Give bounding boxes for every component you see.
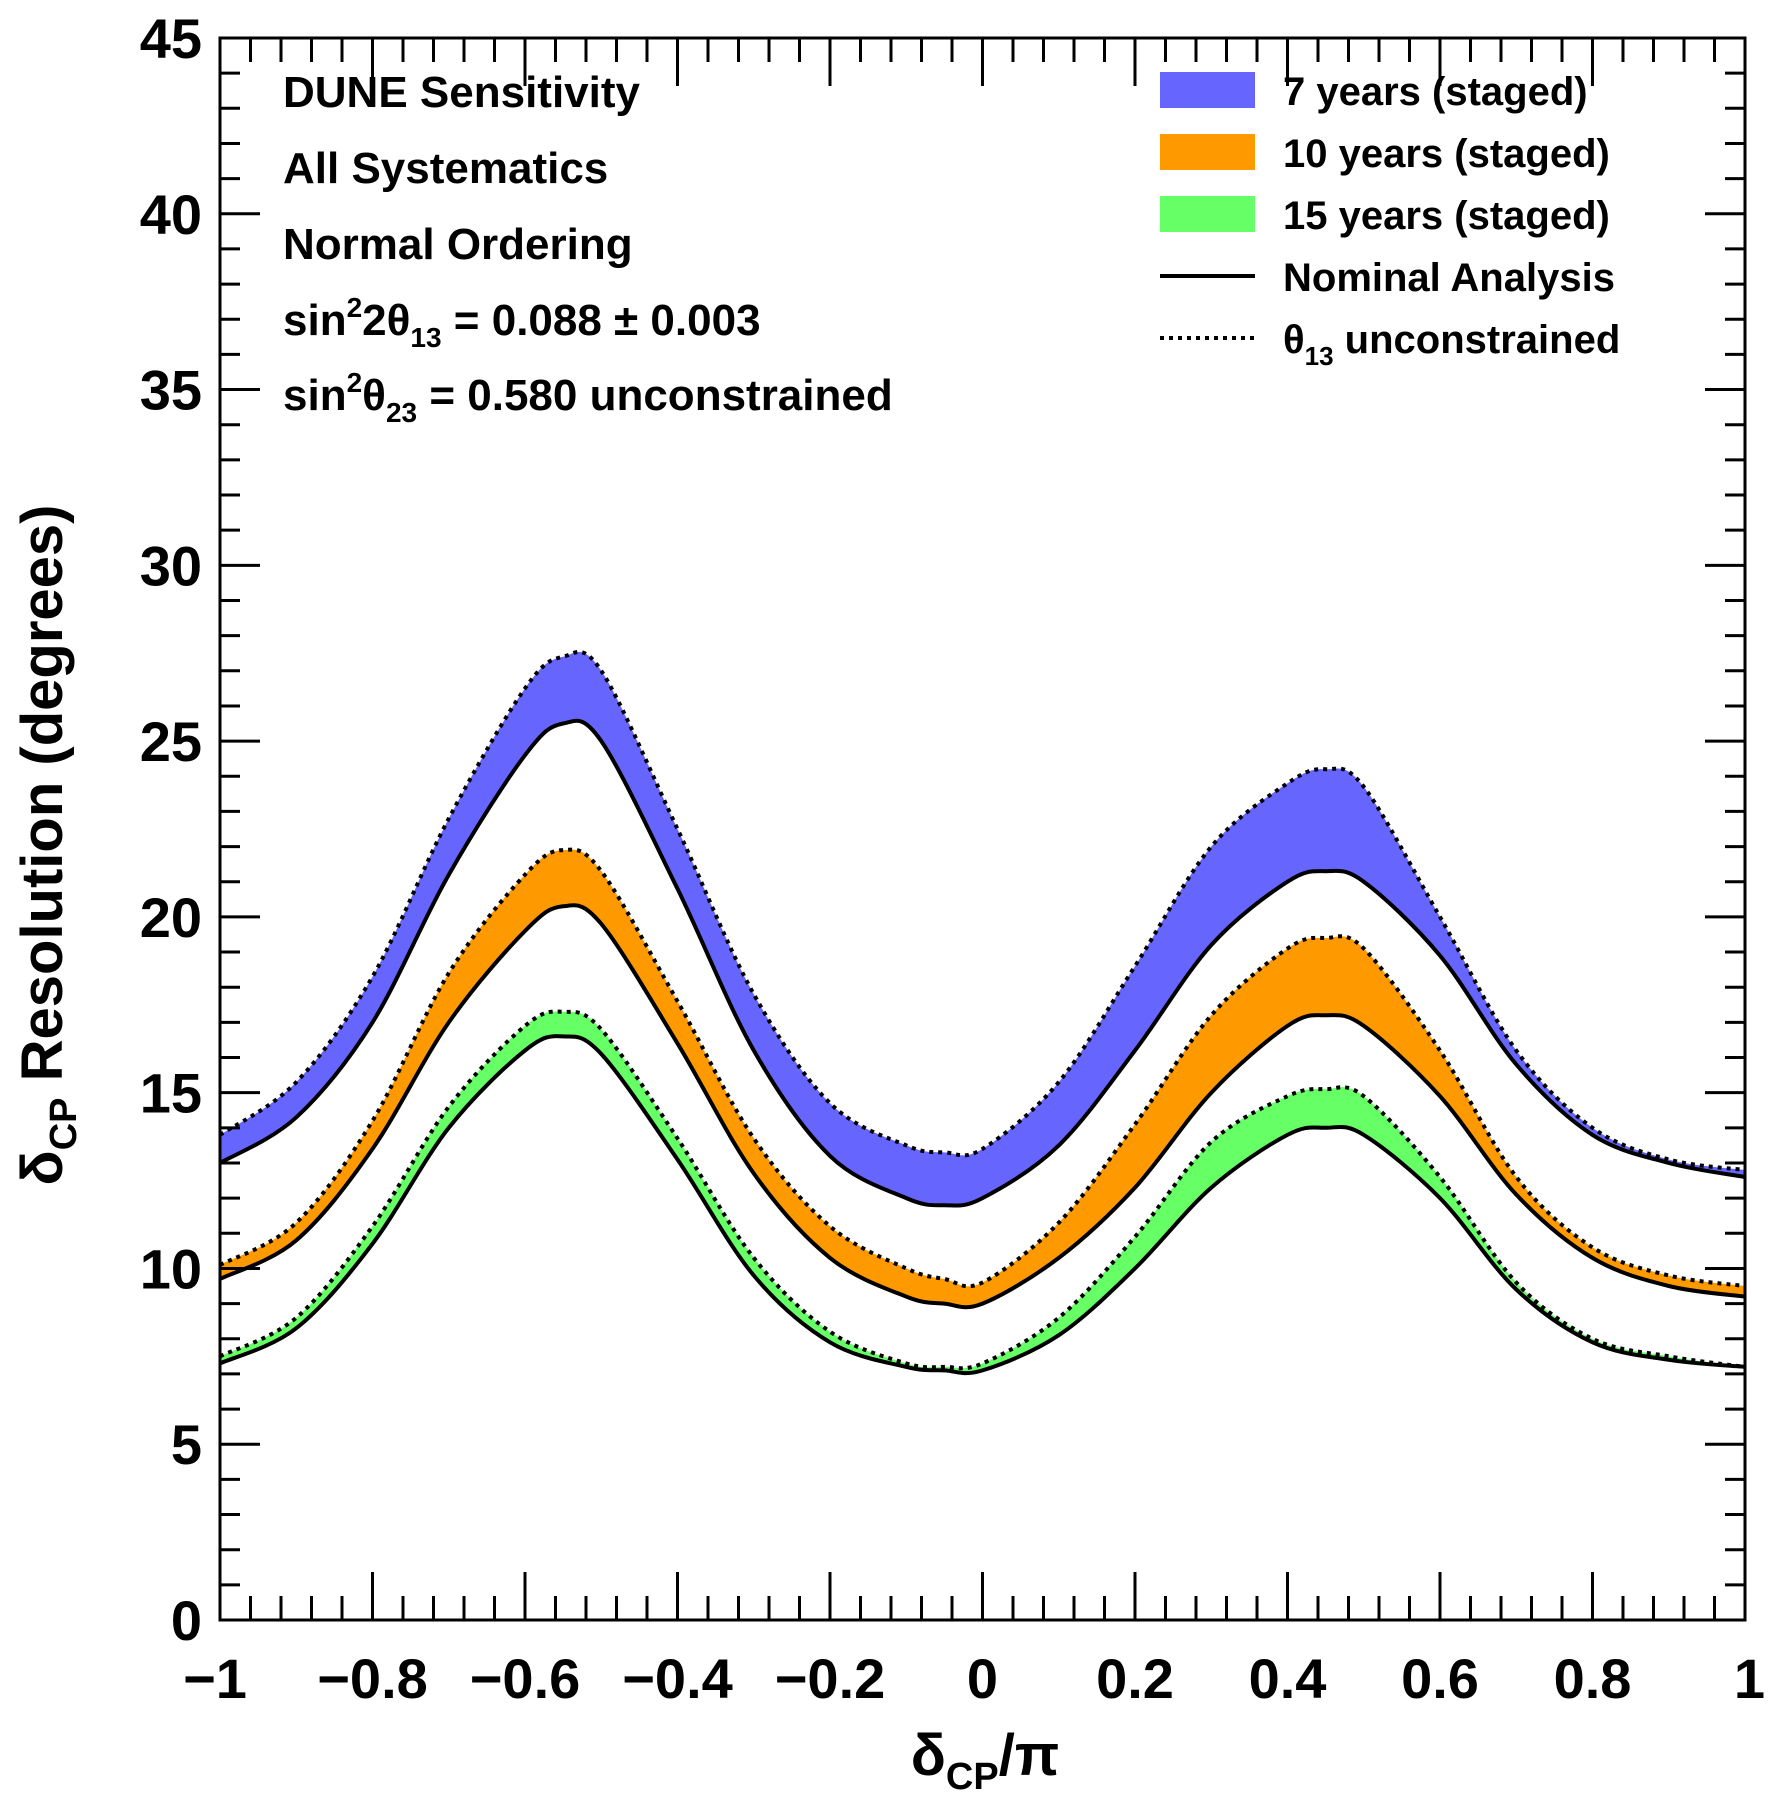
y-axis-title-main: δ — [10, 1150, 75, 1185]
annotation-ordering: Normal Ordering — [283, 220, 633, 269]
y-tick-label: 30 — [140, 534, 202, 597]
annotation-theta23: sin2θ23 = 0.580 unconstrained — [283, 367, 893, 428]
legend-theta-tail: unconstrained — [1334, 318, 1621, 362]
unconstrained-curve-15yr — [219, 1009, 1746, 1371]
y-tick-label: 0 — [171, 1589, 202, 1652]
y-axis-title: δCP Resolution (degrees) — [10, 505, 85, 1186]
annotation-title: DUNE Sensitivity — [283, 68, 641, 117]
x-tick-label: 0.8 — [1554, 1647, 1632, 1710]
x-tick-label: 0.6 — [1401, 1647, 1479, 1710]
legend-label-unconstrained: θ13 unconstrained — [1283, 318, 1620, 371]
unconstrained-curve-10yr — [219, 847, 1746, 1289]
y-tick-label: 40 — [140, 183, 202, 246]
y-tick-label: 5 — [171, 1413, 202, 1476]
annotation-theta23-prefix: sin — [283, 371, 347, 420]
band-15yr — [220, 1011, 1745, 1374]
y-tick-label: 15 — [140, 1062, 202, 1125]
legend-label-nominal: Nominal Analysis — [1283, 256, 1615, 300]
x-tick-label: 1 — [1734, 1647, 1765, 1710]
x-tick-label: −1 — [183, 1647, 247, 1710]
annotation-theta23-sup: 2 — [347, 367, 363, 398]
annotation-theta13-mid: 2θ — [362, 296, 410, 345]
y-axis-title-sub: CP — [43, 1098, 85, 1151]
annotation-theta13-prefix: sin — [283, 296, 347, 345]
annotation-systematics: All Systematics — [283, 144, 608, 193]
legend: 7 years (staged) 10 years (staged) 15 ye… — [1160, 70, 1620, 371]
axis-ticks — [218, 36, 1747, 1622]
x-axis-title-sub: CP — [946, 1756, 999, 1797]
curves-layer — [218, 649, 1746, 1376]
band-10yr — [220, 849, 1745, 1308]
nominal-curve-15yr — [219, 1034, 1746, 1376]
x-axis-title-main: δ — [911, 1723, 946, 1788]
x-tick-label: −0.8 — [317, 1647, 428, 1710]
legend-swatch-10yr — [1160, 134, 1255, 170]
legend-label-10yr: 10 years (staged) — [1283, 132, 1610, 176]
x-tick-label: 0.4 — [1249, 1647, 1327, 1710]
legend-label-15yr: 15 years (staged) — [1283, 194, 1610, 238]
x-tick-label: −0.4 — [622, 1647, 733, 1710]
band-7yr — [220, 651, 1745, 1206]
axis-tick-labels: 0 5 10 15 20 25 30 35 40 45 −1 −0.8 −0.6 −0.4 −0.2 0 0.2… — [140, 7, 1765, 1710]
legend-label-7yr: 7 years (staged) — [1283, 70, 1588, 114]
annotation-theta13: sin22θ13 = 0.088 ± 0.003 — [283, 292, 761, 353]
annotation-theta13-value: = 0.088 ± 0.003 — [442, 296, 761, 345]
x-tick-label: −0.6 — [470, 1647, 581, 1710]
x-tick-label: 0 — [967, 1647, 998, 1710]
y-axis-title-tail: Resolution (degrees) — [10, 505, 75, 1098]
x-tick-label: −0.2 — [775, 1647, 886, 1710]
unconstrained-curve-7yr — [218, 649, 1746, 1172]
legend-swatch-15yr — [1160, 196, 1255, 232]
legend-theta-sub: 13 — [1305, 341, 1334, 371]
annotation-block: DUNE Sensitivity All Systematics Normal … — [283, 68, 893, 428]
annotation-theta23-sub: 23 — [386, 397, 417, 428]
y-tick-label: 45 — [140, 7, 202, 70]
y-tick-label: 10 — [140, 1237, 202, 1300]
annotation-theta13-sup: 2 — [347, 292, 363, 323]
x-axis-title-tail: /π — [999, 1723, 1060, 1788]
annotation-theta13-sub: 13 — [410, 322, 441, 353]
legend-theta-symbol: θ — [1283, 318, 1305, 362]
legend-swatch-7yr — [1160, 72, 1255, 108]
y-tick-label: 20 — [140, 886, 202, 949]
x-axis-title: δCP/π — [911, 1723, 1060, 1797]
nominal-curve-10yr — [219, 903, 1746, 1310]
x-tick-label: 0.2 — [1096, 1647, 1174, 1710]
annotation-theta23-mid: θ — [362, 371, 386, 420]
y-tick-label: 25 — [140, 710, 202, 773]
y-tick-label: 35 — [140, 359, 202, 422]
nominal-curve-7yr — [218, 718, 1746, 1208]
annotation-theta23-value: = 0.580 unconstrained — [417, 371, 893, 420]
bands-layer — [220, 651, 1745, 1374]
